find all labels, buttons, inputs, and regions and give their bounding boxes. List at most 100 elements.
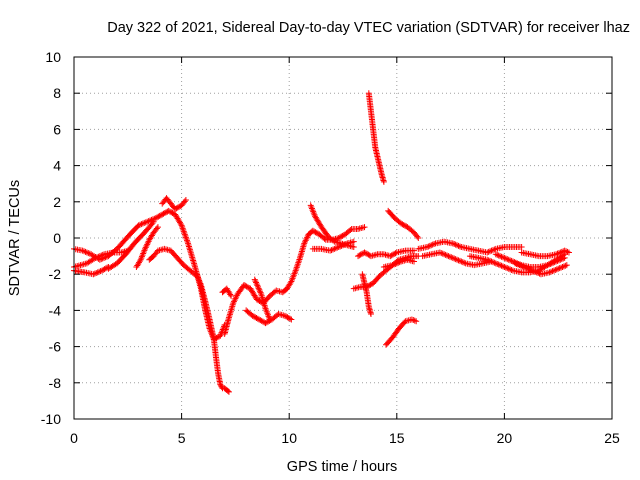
data-point: [491, 259, 498, 266]
data-point: [95, 253, 102, 260]
data-point: [554, 250, 561, 257]
x-tick-labels: 0 5 10 15 20 25: [70, 430, 620, 446]
y-tick-label: 2: [53, 194, 61, 210]
data-point: [515, 261, 522, 268]
data-point: [502, 255, 509, 262]
y-tick-label: 10: [45, 49, 61, 65]
data-point: [498, 253, 505, 260]
data-point: [335, 235, 342, 241]
data-point: [361, 249, 368, 256]
data-point: [262, 320, 269, 327]
series-trace-10: [219, 285, 235, 299]
data-point: [251, 276, 258, 283]
data-point: [565, 249, 572, 256]
data-point: [284, 314, 291, 321]
data-point: [157, 212, 164, 219]
data-point: [334, 244, 341, 251]
series-trace-5: [159, 195, 189, 213]
y-tick-label: 4: [53, 158, 61, 174]
data-point: [255, 285, 262, 292]
data-point: [252, 314, 259, 321]
data-point: [177, 220, 184, 227]
data-point: [488, 247, 495, 254]
data-point: [168, 209, 175, 216]
data-point: [561, 254, 568, 261]
data-point: [552, 266, 559, 273]
data-point: [327, 247, 334, 254]
data-point: [147, 217, 154, 224]
y-tick-labels: -10 -8 -6 -4 -2 0 2 4 6 8 10: [41, 49, 61, 427]
data-point: [426, 242, 433, 249]
data-point: [498, 262, 505, 269]
data-point: [395, 259, 402, 266]
data-point: [159, 211, 166, 218]
data-point: [243, 283, 250, 290]
data-point: [413, 318, 420, 325]
data-point: [491, 246, 498, 253]
data-point: [563, 248, 570, 255]
data-point: [154, 214, 161, 221]
data-point: [253, 280, 260, 287]
data-point: [415, 235, 422, 241]
data-point: [150, 218, 157, 225]
data-point: [163, 209, 170, 216]
data-point: [256, 286, 263, 293]
y-axis-label: SDTVAR / TECUs: [7, 180, 23, 296]
data-point: [494, 260, 501, 267]
data-point: [347, 227, 354, 234]
data-point: [365, 251, 372, 258]
data-point: [548, 260, 555, 267]
data-point: [331, 245, 338, 252]
data-point: [176, 203, 183, 210]
data-point: [338, 242, 345, 249]
data-point: [181, 198, 188, 205]
data-point: [283, 313, 290, 320]
data-point: [392, 250, 399, 257]
data-point: [560, 263, 567, 270]
data-point: [91, 270, 98, 277]
data-point: [172, 206, 179, 213]
data-point: [244, 284, 251, 291]
data-point: [182, 196, 189, 203]
data-point: [544, 262, 551, 269]
data-point: [81, 248, 88, 255]
data-point: [144, 218, 151, 225]
data-point: [556, 265, 563, 272]
data-point: [100, 266, 107, 273]
data-point: [455, 257, 462, 264]
data-point: [329, 246, 336, 253]
data-point: [452, 256, 459, 263]
data-point: [328, 247, 335, 254]
data-point: [558, 256, 565, 263]
data-point: [380, 178, 387, 185]
data-point: [321, 235, 328, 242]
series-trace-14: [309, 238, 357, 254]
data-point: [287, 279, 294, 286]
data-point: [151, 215, 158, 222]
series-trace-17: [359, 271, 374, 318]
data-point: [358, 250, 365, 257]
series-trace-9: [221, 224, 368, 337]
data-point: [499, 263, 506, 270]
data-point: [97, 268, 104, 275]
data-point: [530, 268, 537, 275]
x-tick-label: 10: [281, 430, 297, 446]
data-point: [390, 261, 397, 268]
data-point: [446, 253, 453, 260]
y-tick-label: 8: [53, 85, 61, 101]
data-point: [411, 258, 418, 265]
data-point: [281, 312, 288, 319]
data-point: [138, 221, 145, 228]
data-point: [495, 252, 502, 259]
data-point: [449, 240, 456, 247]
data-point: [548, 268, 555, 275]
ticks: [73, 56, 613, 420]
data-point: [94, 269, 101, 276]
data-point: [139, 220, 146, 227]
data-point: [254, 283, 261, 290]
data-point: [489, 259, 496, 266]
data-point: [508, 266, 515, 273]
data-point: [400, 221, 407, 228]
data-point: [336, 234, 343, 241]
data-point: [525, 265, 532, 272]
